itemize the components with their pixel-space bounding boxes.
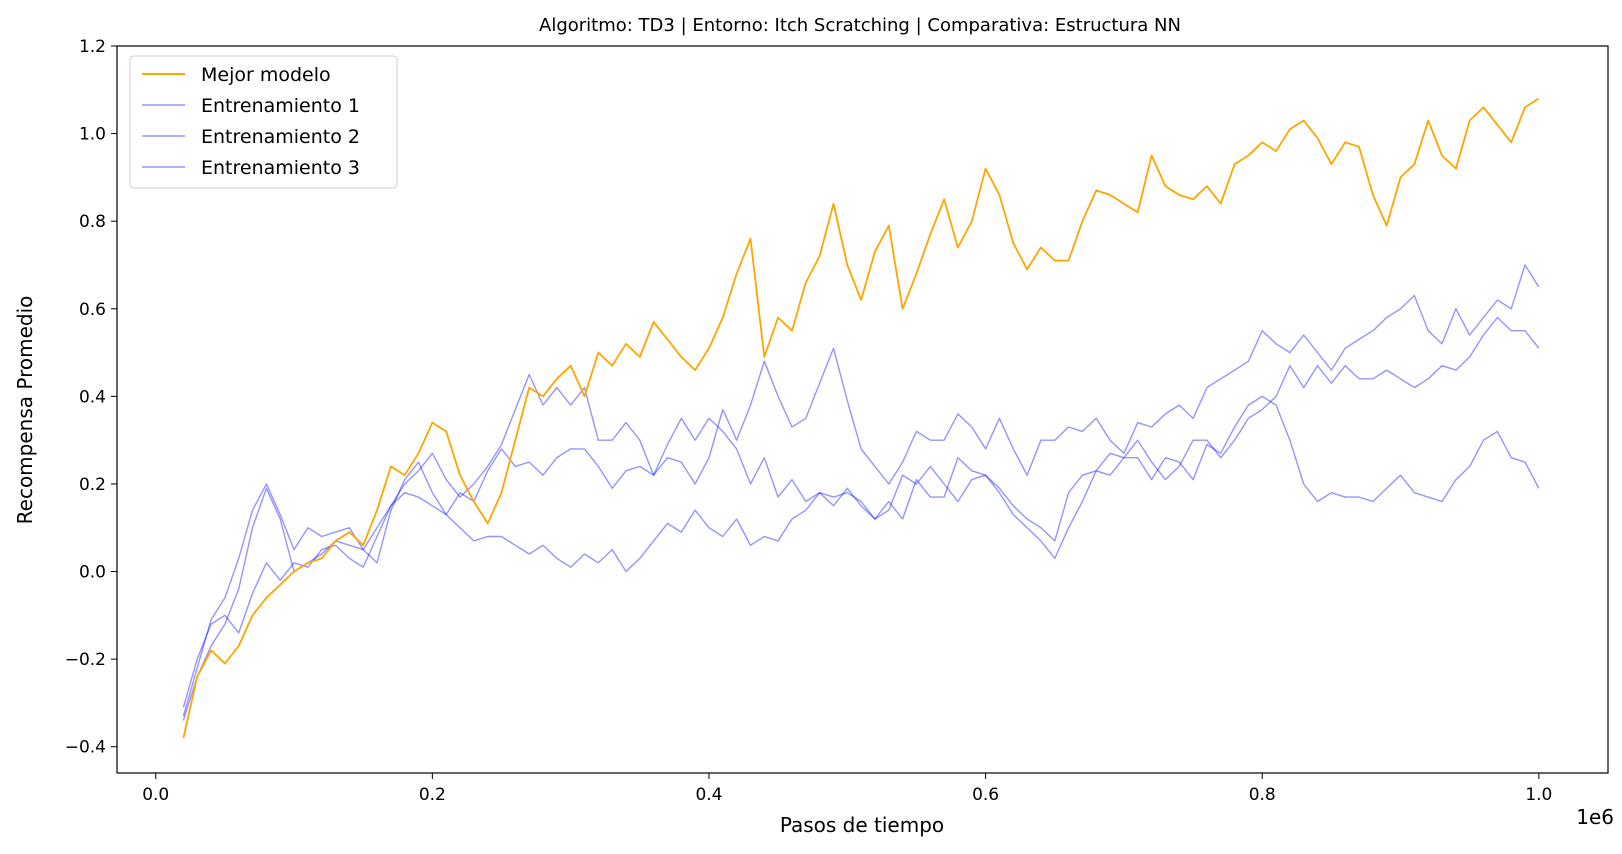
y-tick-label: −0.2 <box>65 650 106 670</box>
x-tick-label: 0.6 <box>972 785 999 805</box>
series-line-1 <box>182 395 1540 717</box>
legend-label-2: Entrenamiento 2 <box>201 126 360 148</box>
y-tick-label: 1.0 <box>79 125 106 145</box>
series-line-3 <box>182 316 1540 721</box>
x-axis-label: Pasos de tiempo <box>780 813 944 837</box>
x-tick-label: 0.4 <box>695 785 722 805</box>
y-tick-label: 0.6 <box>79 300 106 320</box>
y-tick-label: 0.4 <box>79 387 106 407</box>
legend-label-0: Mejor modelo <box>201 64 331 86</box>
x-tick-label: 0.0 <box>142 785 169 805</box>
y-tick-label: 0.8 <box>79 212 106 232</box>
series-layer <box>182 97 1540 739</box>
x-tick-label: 0.8 <box>1249 785 1276 805</box>
axes-frame <box>116 45 1609 774</box>
x-tick-label: 1.0 <box>1525 785 1552 805</box>
y-axis: −0.4 −0.2 0.0 0.2 0.4 0.6 0.8 1.0 1.2 <box>65 37 117 758</box>
y-tick-label: 0.2 <box>79 475 106 495</box>
chart-title: Algoritmo: TD3 | Entorno: Itch Scratchin… <box>539 15 1181 36</box>
x-axis: 0.0 0.2 0.4 0.6 0.8 1.0 <box>142 773 1552 805</box>
y-tick-label: −0.4 <box>65 738 106 758</box>
series-line-2 <box>182 264 1540 708</box>
legend: Mejor modelo Entrenamiento 1 Entrenamiento… <box>129 55 398 189</box>
series-line-0 <box>182 97 1540 739</box>
y-tick-label: 1.2 <box>79 37 106 57</box>
y-tick-label: 0.0 <box>79 563 106 583</box>
legend-label-1: Entrenamiento 1 <box>201 95 360 117</box>
plot-area <box>116 45 1609 774</box>
x-tick-label: 0.2 <box>419 785 446 805</box>
x-axis-offset-label: 1e6 <box>1576 805 1614 829</box>
legend-box <box>129 55 398 189</box>
legend-label-3: Entrenamiento 3 <box>201 157 360 179</box>
y-axis-label: Recompensa Promedio <box>13 296 37 525</box>
